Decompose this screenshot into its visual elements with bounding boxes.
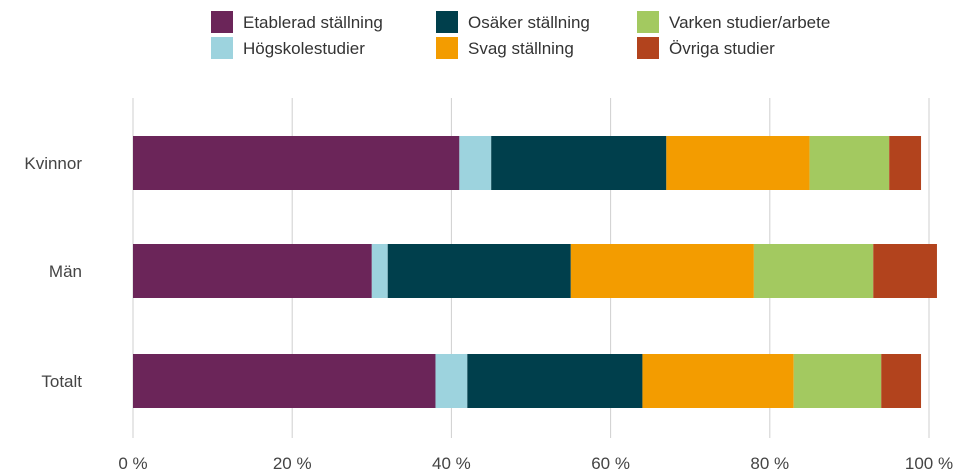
legend-label-ovriga-studier: Övriga studier <box>669 39 775 58</box>
legend-label-osaker-stallning: Osäker ställning <box>468 13 590 32</box>
legend-label-svag-stallning: Svag ställning <box>468 39 574 58</box>
bar-man-svag-stallning <box>570 244 754 298</box>
legend-swatch-etablerad-stallning <box>211 11 233 33</box>
legend-label-hogskolestudier: Högskolestudier <box>243 39 365 58</box>
x-tick-label-80: 80 % <box>750 454 789 473</box>
legend-item-varken-studier-arbete: Varken studier/arbete <box>637 11 830 33</box>
legend-item-hogskolestudier: Högskolestudier <box>211 37 365 59</box>
legend-swatch-osaker-stallning <box>436 11 458 33</box>
legend-item-ovriga-studier: Övriga studier <box>637 37 775 59</box>
legend-swatch-svag-stallning <box>436 37 458 59</box>
category-label-totalt: Totalt <box>41 372 82 391</box>
bar-kvinnor-osaker-stallning <box>491 136 667 190</box>
bar-man-ovriga-studier <box>873 244 937 298</box>
category-label-kvinnor: Kvinnor <box>24 154 82 173</box>
legend-item-etablerad-stallning: Etablerad ställning <box>211 11 383 33</box>
bar-totalt-hogskolestudier <box>435 354 468 408</box>
x-tick-label-60: 60 % <box>591 454 630 473</box>
bar-man-hogskolestudier <box>371 244 388 298</box>
bar-man-etablerad-stallning <box>133 244 372 298</box>
legend-item-osaker-stallning: Osäker ställning <box>436 11 590 33</box>
x-tick-label-0: 0 % <box>118 454 147 473</box>
bar-kvinnor-ovriga-studier <box>889 136 922 190</box>
bar-kvinnor-hogskolestudier <box>459 136 492 190</box>
legend-swatch-varken-studier-arbete <box>637 11 659 33</box>
legend-label-varken-studier-arbete: Varken studier/arbete <box>669 13 830 32</box>
x-tick-labels: 0 % 20 % 40 % 60 % 80 % 100 % <box>118 454 953 473</box>
legend-item-svag-stallning: Svag ställning <box>436 37 574 59</box>
legend-label-etablerad-stallning: Etablerad ställning <box>243 13 383 32</box>
bar-kvinnor-varken-studier-arbete <box>809 136 890 190</box>
category-label-man: Män <box>49 262 82 281</box>
bar-totalt-varken-studier-arbete <box>793 354 882 408</box>
x-tick-label-20: 20 % <box>273 454 312 473</box>
bars <box>133 136 937 408</box>
bar-totalt-osaker-stallning <box>467 354 643 408</box>
category-labels: Kvinnor Män Totalt <box>24 154 82 391</box>
legend-swatch-ovriga-studier <box>637 37 659 59</box>
bar-man-osaker-stallning <box>387 244 571 298</box>
bar-man-varken-studier-arbete <box>753 244 874 298</box>
x-tick-label-40: 40 % <box>432 454 471 473</box>
bar-totalt-ovriga-studier <box>881 354 922 408</box>
bar-totalt-svag-stallning <box>642 354 794 408</box>
x-tick-label-100: 100 % <box>905 454 953 473</box>
legend: Etablerad ställning Högskolestudier Osäker… <box>211 11 830 59</box>
bar-kvinnor-etablerad-stallning <box>133 136 460 190</box>
legend-swatch-hogskolestudier <box>211 37 233 59</box>
bar-kvinnor-svag-stallning <box>666 136 810 190</box>
bar-totalt-etablerad-stallning <box>133 354 436 408</box>
